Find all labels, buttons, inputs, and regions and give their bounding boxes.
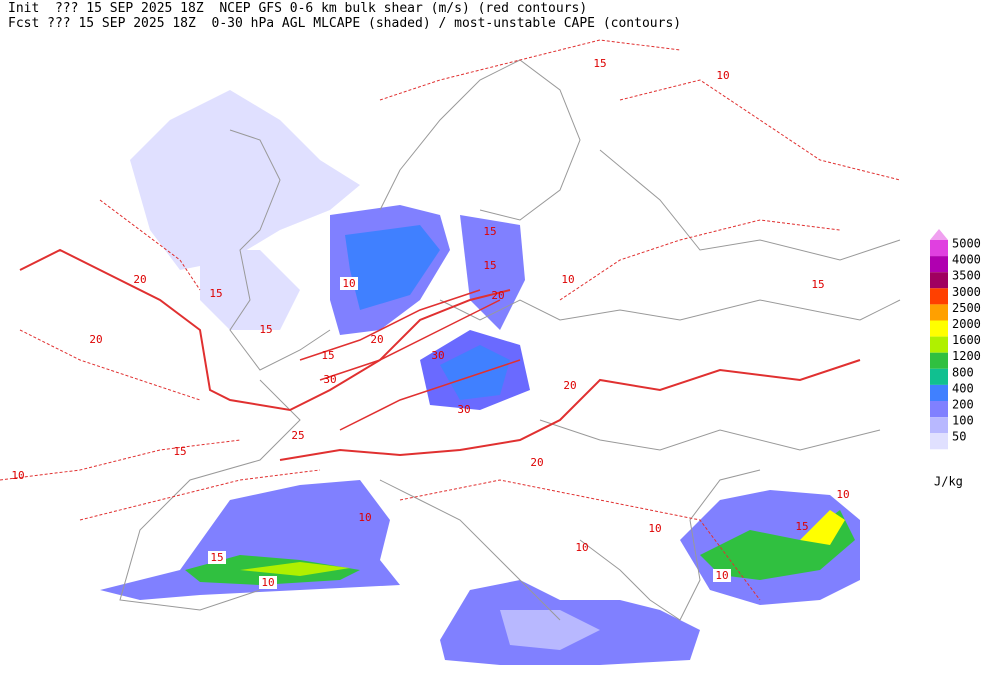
- legend-label: 5000: [952, 237, 981, 251]
- legend-label: 200: [952, 398, 974, 412]
- header-line: Fcst ??? 15 SEP 2025 18Z 0-30 hPa AGL ML…: [8, 16, 682, 31]
- legend-swatch: [930, 433, 948, 450]
- legend-label: 400: [952, 381, 974, 395]
- legend-label: 2000: [952, 317, 981, 331]
- legend-label: 1600: [952, 333, 981, 347]
- contour-label: 10: [715, 569, 728, 582]
- contour-label: 25: [291, 429, 304, 442]
- coastlines: [119, 59, 901, 621]
- contour-label: 30: [323, 373, 336, 386]
- contour-label: 20: [491, 289, 504, 302]
- legend-swatch: [930, 401, 948, 418]
- label-box: [259, 576, 277, 589]
- header-line: Init ??? 15 SEP 2025 18Z NCEP GFS 0-6 km…: [8, 1, 588, 16]
- legend-swatch: [930, 240, 948, 257]
- contour-label: 10: [11, 469, 24, 482]
- contour-label: 20: [370, 333, 383, 346]
- legend-label: 3000: [952, 285, 981, 299]
- legend-swatch: [930, 272, 948, 289]
- legend-arrow: [930, 229, 948, 240]
- contour-label: 15: [795, 520, 808, 533]
- contour-label: 30: [431, 349, 444, 362]
- legend-swatch: [930, 304, 948, 321]
- shear-contours: [0, 39, 901, 601]
- label-box: [713, 569, 731, 582]
- contour-label: 10: [575, 541, 588, 554]
- contour-label: 10: [836, 488, 849, 501]
- legend-swatch: [930, 336, 948, 353]
- legend-label: 3500: [952, 269, 981, 283]
- legend-label: 800: [952, 365, 974, 379]
- contour-label: 10: [561, 273, 574, 286]
- contour-label: 20: [89, 333, 102, 346]
- legend-swatch: [930, 352, 948, 369]
- contour-label: 20: [563, 379, 576, 392]
- legend-swatch: [930, 256, 948, 273]
- contour-label: 15: [483, 225, 496, 238]
- contour-label: 10: [648, 522, 661, 535]
- legend-swatch: [930, 320, 948, 337]
- contour-label: 15: [321, 349, 334, 362]
- legend-unit: J/kg: [934, 475, 963, 489]
- legend-label: 2500: [952, 301, 981, 315]
- label-box: [340, 277, 358, 290]
- legend-label: 1200: [952, 349, 981, 363]
- contour-label: 15: [173, 445, 186, 458]
- contour-label: 20: [133, 273, 146, 286]
- contour-label: 15: [209, 287, 222, 300]
- contour-label: 15: [259, 323, 272, 336]
- contour-label: 15: [210, 551, 223, 564]
- contour-label: 30: [457, 403, 470, 416]
- label-box: [208, 551, 226, 564]
- contour-label: 10: [261, 576, 274, 589]
- legend-swatch: [930, 288, 948, 305]
- legend-label: 4000: [952, 253, 981, 267]
- contour-label: 20: [530, 456, 543, 469]
- legend-swatch: [930, 384, 948, 401]
- legend-swatch: [930, 368, 948, 385]
- contour-label: 10: [358, 511, 371, 524]
- contour-label: 10: [342, 277, 355, 290]
- legend-label: 50: [952, 430, 966, 444]
- contour-label: 10: [716, 69, 729, 82]
- contour-label: 15: [811, 278, 824, 291]
- contour-label: 15: [593, 57, 606, 70]
- legend-label: 100: [952, 414, 974, 428]
- contour-label: 15: [483, 259, 496, 272]
- cape-shading: [100, 90, 860, 665]
- legend-swatch: [930, 417, 948, 434]
